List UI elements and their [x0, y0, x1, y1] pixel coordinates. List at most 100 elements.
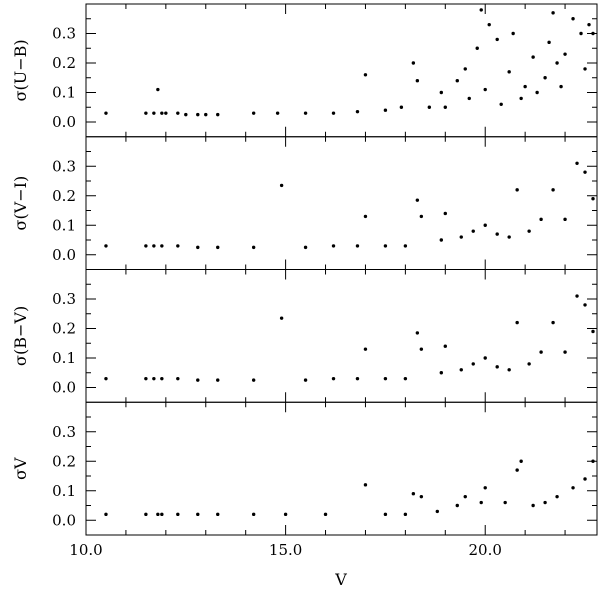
data-point: [575, 294, 579, 298]
data-point: [507, 70, 511, 74]
data-point: [443, 105, 447, 109]
data-point: [523, 84, 527, 89]
data-point: [323, 512, 328, 517]
y-tick-label: 0.2: [52, 187, 76, 205]
data-point: [579, 31, 583, 36]
data-point: [303, 378, 308, 382]
data-point: [591, 31, 595, 36]
data-point: [555, 61, 559, 65]
data-point: [275, 111, 280, 115]
data-point: [531, 503, 535, 508]
data-point: [331, 376, 336, 381]
y-tick-label: 0.2: [52, 452, 76, 470]
panels-layer: 0.00.10.20.3σ(U−B)0.00.10.20.3σ(V−I)0.00…: [11, 3, 598, 559]
data-point: [519, 96, 523, 101]
data-point: [439, 238, 444, 242]
data-point: [515, 468, 519, 472]
data-point: [415, 79, 420, 83]
y-tick-label: 0.1: [52, 482, 76, 500]
data-point: [427, 105, 432, 109]
y-tick-label: 0.0: [52, 511, 76, 529]
data-point: [216, 245, 220, 250]
data-point: [144, 111, 148, 115]
data-point: [551, 320, 555, 325]
data-point: [152, 111, 156, 115]
data-point: [543, 500, 547, 505]
data-point: [104, 111, 108, 115]
data-point: [495, 232, 499, 236]
data-point: [303, 111, 308, 115]
y-axis-label: σ(B−V): [11, 306, 30, 366]
data-point: [104, 244, 108, 248]
data-point: [455, 79, 459, 83]
data-point: [363, 347, 368, 351]
panel-frame: [85, 136, 598, 270]
data-point: [563, 52, 567, 56]
data-point: [363, 483, 368, 487]
data-point: [196, 512, 200, 517]
panel-frame: [85, 269, 598, 403]
data-point: [144, 376, 148, 381]
data-point: [419, 214, 424, 219]
data-point: [204, 112, 208, 117]
data-point: [331, 111, 336, 115]
data-point: [415, 198, 420, 202]
data-point: [555, 494, 559, 499]
y-tick-label: 0.2: [52, 54, 76, 72]
series-points: [104, 8, 595, 117]
data-point: [403, 376, 408, 381]
data-point: [483, 356, 487, 360]
data-point: [563, 350, 567, 354]
data-point: [411, 492, 416, 496]
data-point: [184, 112, 188, 117]
data-point: [303, 245, 308, 250]
data-point: [144, 244, 148, 248]
y-tick-label: 0.0: [52, 246, 76, 264]
data-point: [483, 87, 487, 92]
data-point: [443, 344, 447, 348]
data-point: [411, 61, 416, 65]
data-point: [551, 188, 555, 192]
data-point: [583, 67, 587, 71]
y-tick-label: 0.3: [52, 423, 76, 441]
data-point: [160, 376, 164, 381]
data-point: [251, 378, 256, 382]
data-point: [539, 217, 543, 222]
data-point: [439, 90, 444, 95]
y-tick-label: 0.1: [52, 349, 76, 367]
data-point: [539, 350, 543, 354]
data-point: [279, 316, 284, 320]
data-point: [415, 331, 420, 335]
data-point: [563, 217, 567, 222]
data-point: [583, 477, 587, 481]
data-point: [531, 55, 535, 59]
data-point: [156, 87, 160, 92]
data-point: [483, 223, 487, 227]
series-points: [104, 459, 595, 517]
data-point: [511, 31, 515, 36]
data-point: [495, 365, 499, 369]
data-point: [515, 188, 519, 192]
data-point: [331, 244, 336, 248]
data-point: [459, 235, 463, 239]
data-point: [176, 376, 180, 381]
data-point: [156, 512, 160, 517]
data-point: [535, 90, 539, 95]
panel-1: 0.0 0.1 0.2 0.3 σ(U−B): [11, 3, 598, 138]
data-point: [479, 8, 483, 12]
data-point: [571, 486, 575, 490]
data-point: [507, 368, 511, 372]
data-point: [104, 512, 108, 517]
data-point: [463, 494, 467, 499]
data-point: [216, 378, 220, 382]
series-points: [104, 161, 595, 250]
data-point: [355, 109, 360, 114]
data-point: [216, 112, 220, 117]
panel-frame: [85, 401, 598, 536]
data-point: [403, 512, 408, 517]
x-tick-labels: 10.0 15.0 20.0: [69, 541, 502, 559]
data-point: [216, 512, 220, 517]
data-point: [591, 459, 595, 463]
data-point: [196, 245, 200, 250]
